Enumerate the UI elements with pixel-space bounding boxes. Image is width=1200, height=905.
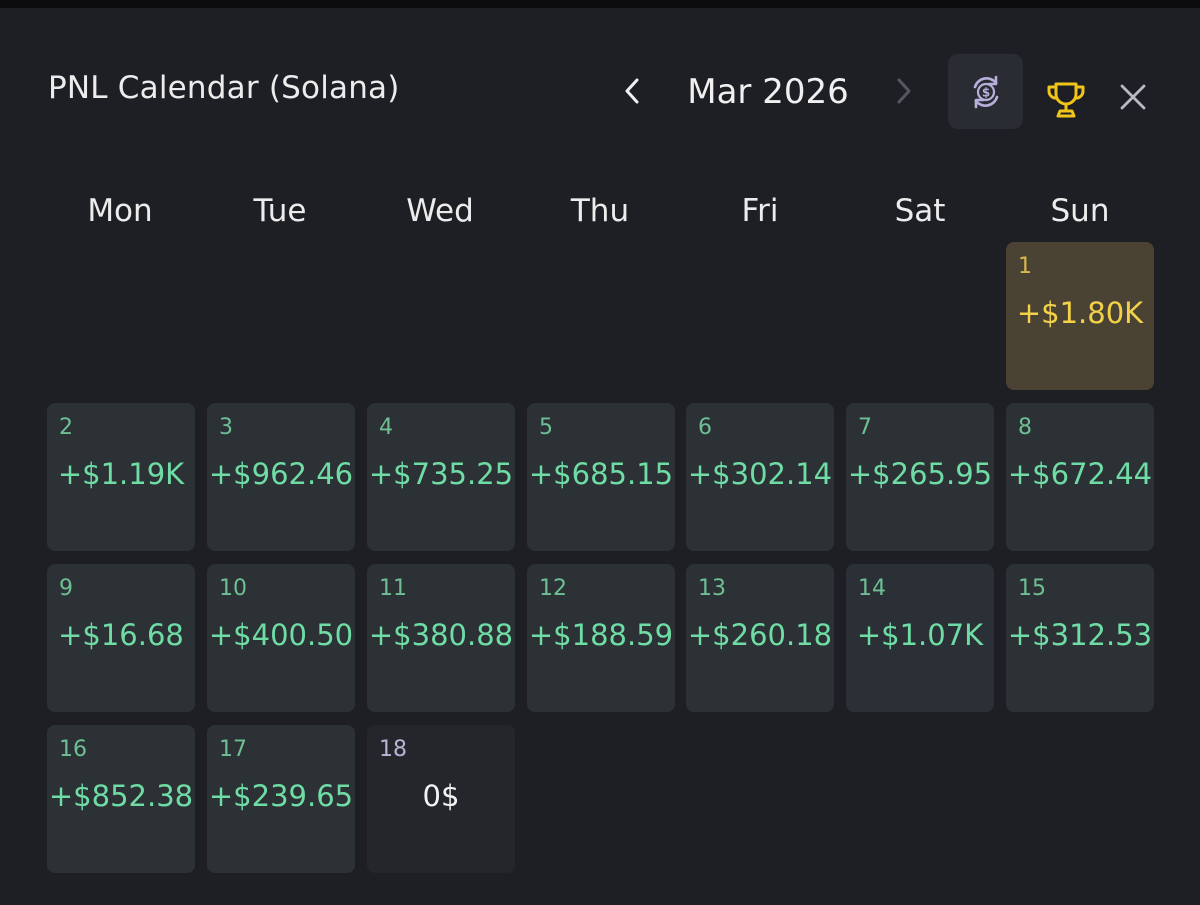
day-number: 14 [858, 576, 886, 601]
day-number: 10 [219, 576, 247, 601]
day-number: 11 [379, 576, 407, 601]
day-number: 13 [698, 576, 726, 601]
trophy-icon [1047, 82, 1085, 118]
close-button[interactable] [1110, 74, 1156, 120]
day-pnl-value: +$312.53 [1007, 618, 1153, 652]
day-number: 18 [379, 737, 407, 762]
weekday-thu: Thu [570, 193, 630, 229]
day-pnl-value: +$962.46 [208, 457, 354, 491]
page-title: PNL Calendar (Solana) [48, 70, 400, 106]
chevron-left-icon [625, 78, 639, 104]
day-number: 2 [59, 415, 73, 440]
calendar-day-cell[interactable]: 10 +$400.50 [207, 564, 355, 712]
weekday-sat: Sat [894, 193, 946, 229]
currency-swap-icon: $ [973, 75, 998, 108]
day-pnl-value: +$1.07K [856, 618, 984, 652]
calendar-day-cell[interactable]: 14 +$1.07K [846, 564, 994, 712]
day-number: 5 [539, 415, 553, 440]
day-pnl-value: +$672.44 [1007, 457, 1153, 491]
day-number: 6 [698, 415, 712, 440]
day-number: 12 [539, 576, 567, 601]
day-number: 15 [1018, 576, 1046, 601]
weekday-tue: Tue [253, 193, 307, 229]
day-pnl-value: +$16.68 [58, 618, 184, 652]
leaderboard-button[interactable] [1040, 74, 1092, 126]
day-pnl-value: +$1.80K [1016, 296, 1144, 330]
calendar-day-cell[interactable]: 18 0$ [367, 725, 515, 873]
calendar-day-cell[interactable]: 6 +$302.14 [686, 403, 834, 551]
calendar-day-cell[interactable]: 5 +$685.15 [527, 403, 675, 551]
calendar-day-cell[interactable]: 16 +$852.38 [47, 725, 195, 873]
prev-month-button[interactable] [610, 68, 656, 114]
day-pnl-value: +$852.38 [48, 779, 194, 813]
day-number: 7 [858, 415, 872, 440]
top-bar [0, 0, 1200, 8]
close-icon [1120, 84, 1146, 110]
day-number: 3 [219, 415, 233, 440]
day-number: 9 [59, 576, 73, 601]
day-pnl-value: +$735.25 [368, 457, 514, 491]
day-number: 4 [379, 415, 393, 440]
day-pnl-value: +$380.88 [368, 618, 514, 652]
day-pnl-value: +$265.95 [847, 457, 993, 491]
weekday-mon: Mon [87, 193, 153, 229]
calendar-day-cell[interactable]: 7 +$265.95 [846, 403, 994, 551]
day-pnl-value: +$260.18 [687, 618, 833, 652]
currency-toggle-button[interactable]: $ [948, 54, 1023, 129]
calendar-day-cell[interactable]: 2 +$1.19K [47, 403, 195, 551]
calendar-day-cell[interactable]: 3 +$962.46 [207, 403, 355, 551]
svg-text:$: $ [981, 85, 989, 99]
weekday-fri: Fri [741, 193, 779, 229]
day-pnl-value: 0$ [422, 779, 460, 813]
weekday-header-row: Mon Tue Wed Thu Fri Sat Sun [40, 193, 1160, 237]
day-pnl-value: +$239.65 [208, 779, 354, 813]
day-pnl-value: +$400.50 [208, 618, 354, 652]
day-pnl-value: +$302.14 [687, 457, 833, 491]
day-number: 16 [59, 737, 87, 762]
month-label: Mar 2026 [687, 72, 849, 112]
calendar-day-cell[interactable]: 17 +$239.65 [207, 725, 355, 873]
day-number: 17 [219, 737, 247, 762]
calendar-day-cell[interactable]: 1 +$1.80K [1006, 242, 1154, 390]
calendar-day-cell[interactable]: 13 +$260.18 [686, 564, 834, 712]
day-pnl-value: +$1.19K [57, 457, 185, 491]
day-number: 1 [1018, 254, 1032, 279]
calendar-day-cell[interactable]: 15 +$312.53 [1006, 564, 1154, 712]
calendar-day-cell[interactable]: 12 +$188.59 [527, 564, 675, 712]
weekday-sun: Sun [1050, 193, 1110, 229]
day-number: 8 [1018, 415, 1032, 440]
calendar-day-cell[interactable]: 4 +$735.25 [367, 403, 515, 551]
weekday-wed: Wed [406, 193, 474, 229]
next-month-button[interactable] [880, 68, 926, 114]
calendar-day-cell[interactable]: 9 +$16.68 [47, 564, 195, 712]
day-pnl-value: +$685.15 [528, 457, 674, 491]
calendar-day-cell[interactable]: 11 +$380.88 [367, 564, 515, 712]
calendar-day-cell[interactable]: 8 +$672.44 [1006, 403, 1154, 551]
chevron-right-icon [897, 78, 911, 104]
day-pnl-value: +$188.59 [528, 618, 674, 652]
